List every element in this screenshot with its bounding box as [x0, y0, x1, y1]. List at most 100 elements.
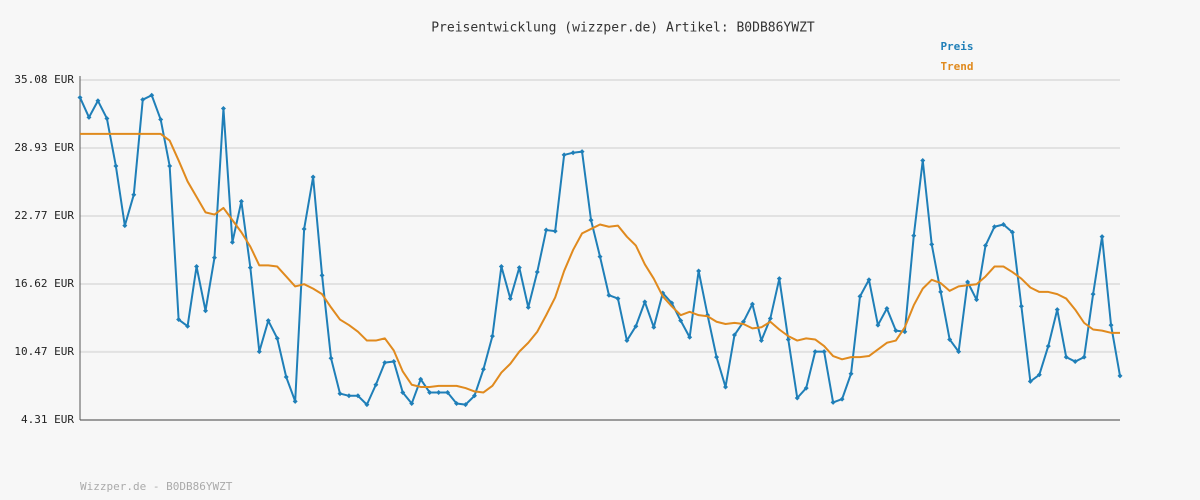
point [956, 349, 962, 355]
footer: Wizzper.de - B0DB86YWZT [80, 480, 233, 493]
point [77, 94, 83, 100]
point [785, 336, 791, 342]
point [812, 349, 818, 355]
point [1117, 373, 1123, 379]
point [471, 393, 477, 399]
point [167, 163, 173, 169]
point [642, 299, 648, 305]
point [283, 374, 289, 380]
point [803, 385, 809, 391]
point [1099, 234, 1105, 240]
point [211, 255, 217, 261]
y-tick-label: 16.62 EUR [14, 277, 74, 290]
point [893, 328, 899, 334]
point [920, 157, 926, 163]
point [525, 304, 531, 310]
point [1009, 229, 1015, 235]
point [373, 382, 379, 388]
point [597, 254, 603, 260]
point [265, 318, 271, 324]
y-tick-label: 28.93 EUR [14, 141, 74, 154]
point [857, 293, 863, 299]
point [651, 324, 657, 330]
point [848, 371, 854, 377]
point [507, 296, 513, 302]
point [1018, 303, 1024, 309]
point [140, 97, 146, 103]
point [875, 322, 881, 328]
legend-label: Trend [940, 60, 973, 73]
point [570, 150, 576, 156]
point [86, 114, 92, 120]
point [247, 265, 253, 271]
point [113, 163, 119, 169]
point [839, 396, 845, 402]
point [489, 333, 495, 339]
y-tick-label: 10.47 EUR [14, 345, 74, 358]
point [1090, 291, 1096, 297]
point [185, 323, 191, 329]
point [731, 332, 737, 338]
point [95, 98, 101, 104]
point [543, 227, 549, 233]
point [149, 92, 155, 98]
point [364, 402, 370, 408]
point [445, 389, 451, 395]
point [714, 354, 720, 360]
point [1108, 322, 1114, 328]
y-tick-label: 22.77 EUR [14, 209, 74, 222]
point [758, 338, 764, 344]
point [794, 395, 800, 401]
point [409, 401, 415, 407]
point [821, 349, 827, 355]
point [534, 269, 540, 275]
point [176, 317, 182, 323]
y-tick-label: 35.08 EUR [14, 73, 74, 86]
point [355, 393, 361, 399]
point [328, 355, 334, 361]
point [678, 318, 684, 324]
point [1000, 222, 1006, 228]
point [292, 398, 298, 404]
point [696, 268, 702, 274]
point [687, 334, 693, 340]
point [929, 241, 935, 247]
point [436, 389, 442, 395]
point [633, 323, 639, 329]
point [866, 277, 872, 283]
point [1045, 343, 1051, 349]
point [104, 115, 110, 121]
point [337, 391, 343, 397]
point [991, 224, 997, 230]
point [938, 289, 944, 295]
point [983, 243, 989, 249]
point [158, 117, 164, 123]
point [830, 399, 836, 405]
point [624, 338, 630, 344]
point [1054, 307, 1060, 313]
point [463, 402, 469, 408]
point [1081, 354, 1087, 360]
point [561, 152, 567, 158]
point [767, 315, 773, 321]
point [229, 239, 235, 245]
point [194, 264, 200, 270]
point [391, 359, 397, 365]
legend-label: Preis [940, 40, 973, 53]
point [310, 174, 316, 180]
y-tick-label: 4.31 EUR [21, 413, 74, 426]
point [382, 360, 388, 366]
point [480, 366, 486, 372]
point [552, 228, 558, 234]
chart-title: Preisentwicklung (wizzper.de) Artikel: B… [431, 21, 815, 36]
point [776, 276, 782, 282]
point [400, 389, 406, 395]
point [965, 279, 971, 285]
point [203, 308, 209, 314]
point [427, 389, 433, 395]
point [884, 306, 890, 312]
point [1072, 359, 1078, 365]
